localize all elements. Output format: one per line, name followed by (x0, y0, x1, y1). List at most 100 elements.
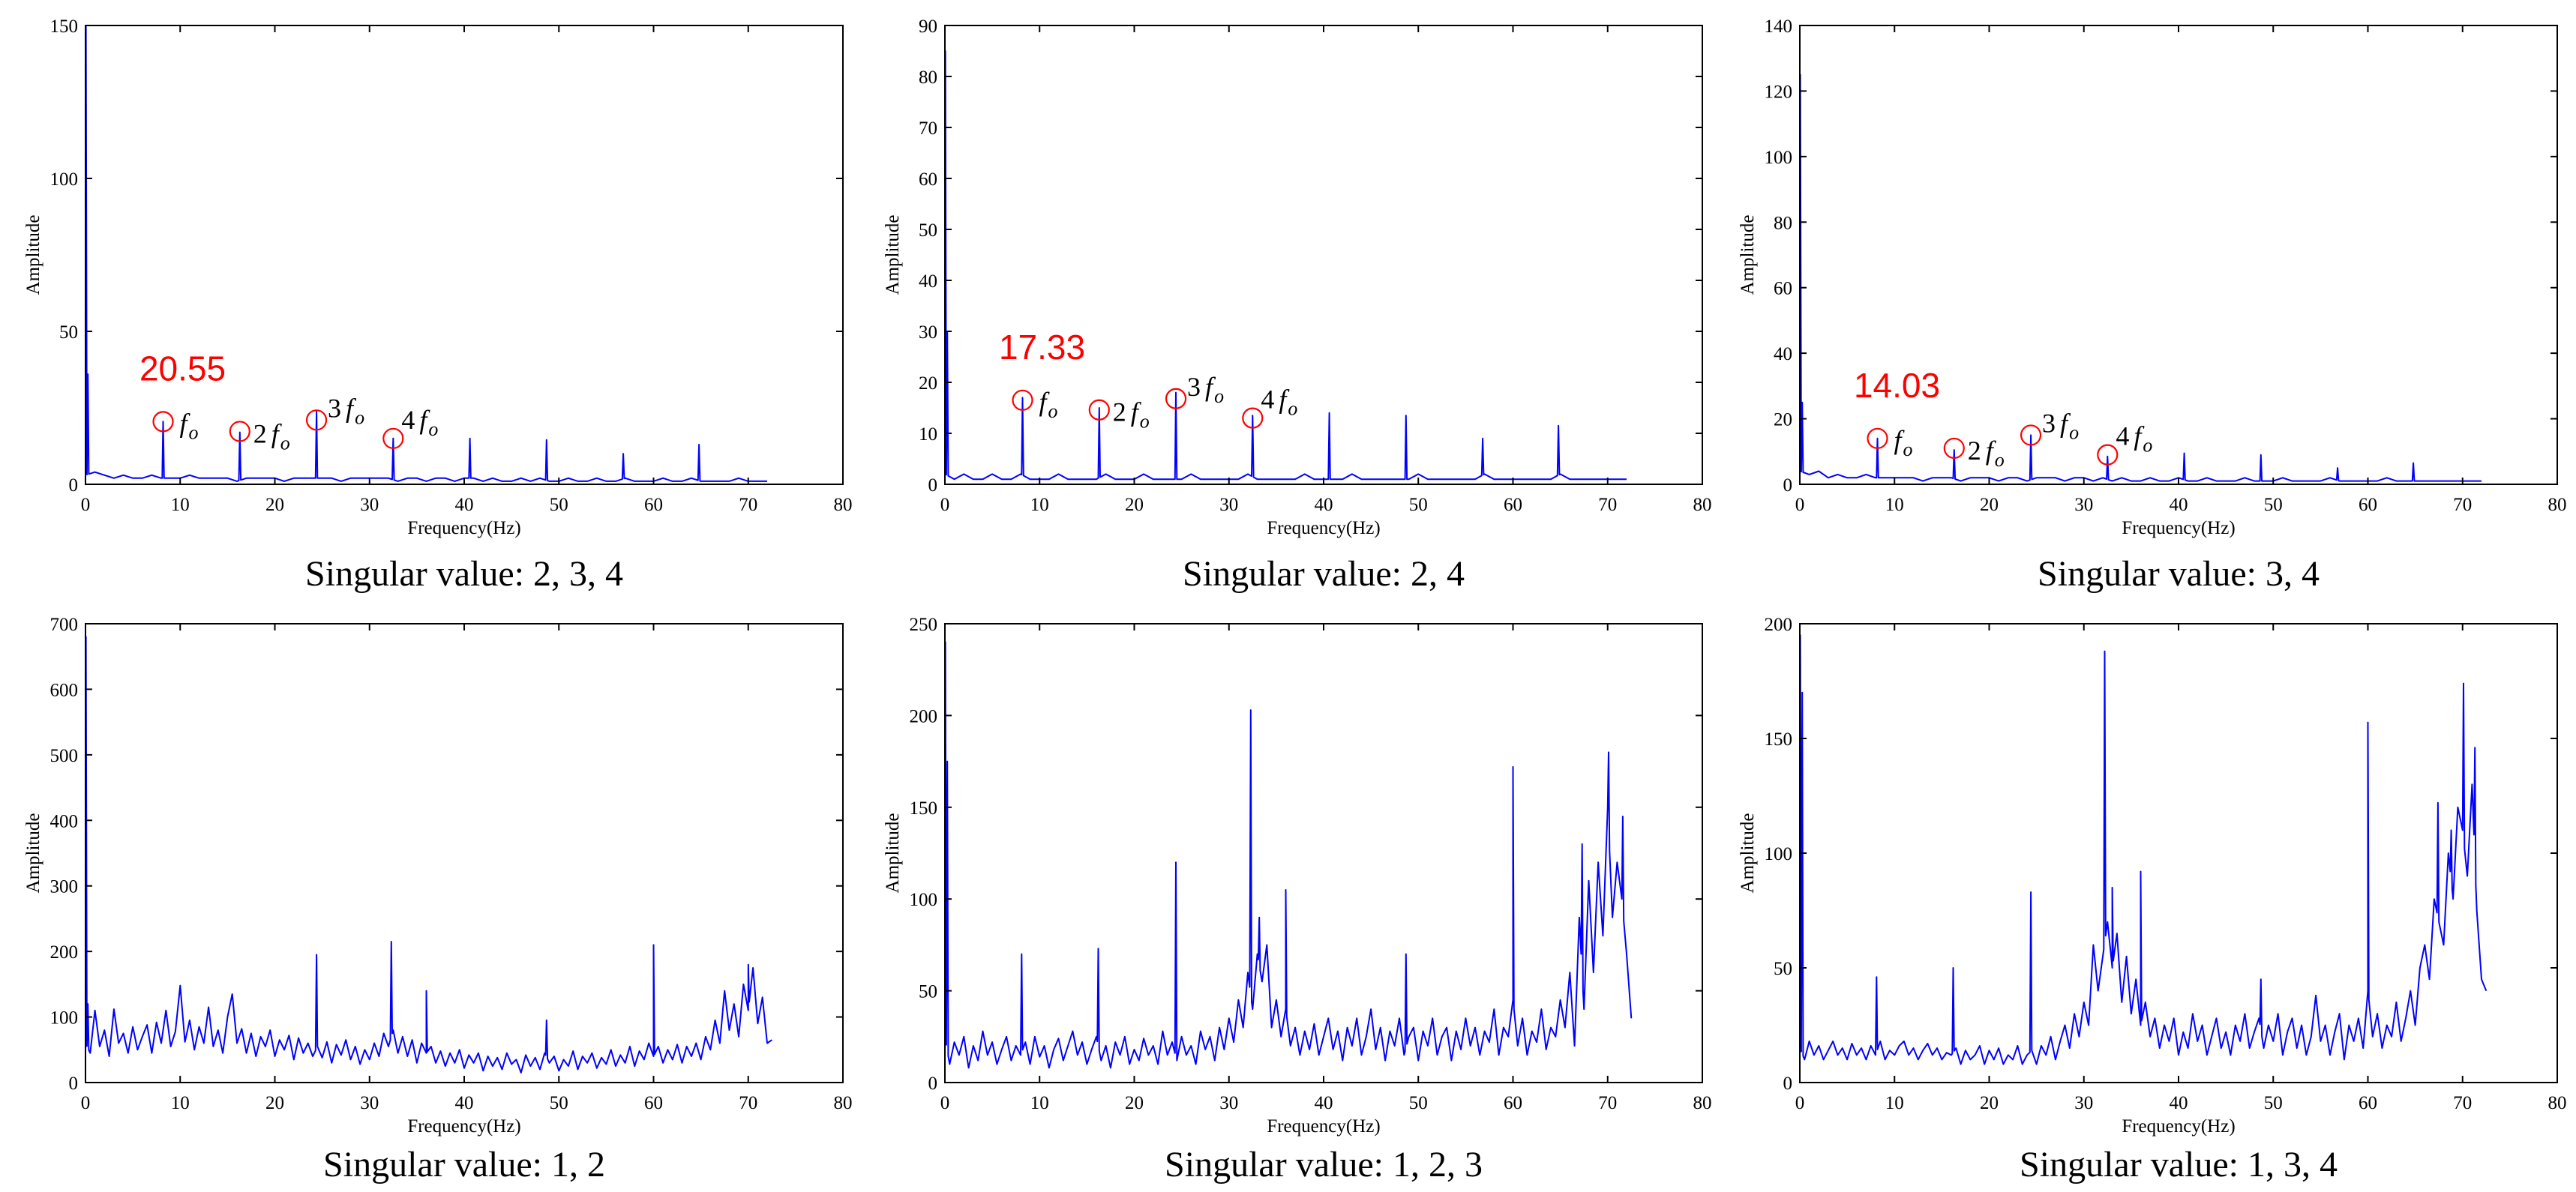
panel-caption: Singular value: 1, 3, 4 (2020, 1145, 2338, 1185)
x-tick-label: 0 (1795, 495, 1805, 515)
x-tick-label: 50 (1409, 1093, 1428, 1113)
x-tick-label: 0 (940, 495, 950, 515)
x-tick-label: 70 (2453, 1093, 2472, 1113)
x-tick-label: 60 (644, 1093, 663, 1113)
y-tick-label: 0 (1783, 1074, 1793, 1094)
y-tick-label: 80 (919, 67, 937, 88)
panel-caption: Singular value: 1, 2, 3 (1165, 1145, 1483, 1185)
harmonic-label: 3 fo (2042, 408, 2079, 443)
x-tick-label: 10 (1885, 1093, 1904, 1113)
x-tick-label: 0 (1795, 1093, 1805, 1113)
chart-panel-1: 0 10 20 30 40 50 60 70 80 0 50 100 150 Frequency(Hz) A… (23, 16, 853, 538)
x-tick-label: 30 (1219, 495, 1238, 515)
harmonic-subscript: o (355, 406, 364, 428)
harmonic-marker (2097, 444, 2119, 466)
x-tick-label: 60 (2359, 495, 2377, 515)
y-tick-label: 90 (919, 16, 937, 37)
y-tick-label: 50 (919, 982, 937, 1002)
harmonic-coefficient: 3 (328, 393, 341, 423)
y-tick-label: 20 (919, 373, 937, 394)
x-tick-label: 30 (2074, 495, 2093, 515)
harmonic-coefficient: 2 (1113, 397, 1126, 427)
harmonic-marker (229, 421, 250, 442)
harmonic-marker (1165, 388, 1187, 409)
harmonic-subscript: o (1903, 439, 1913, 460)
x-tick-label: 70 (2453, 495, 2472, 515)
y-tick-label: 150 (1765, 729, 1793, 750)
x-axis-label: Frequency(Hz) (1267, 518, 1380, 538)
x-tick-label: 80 (2548, 1093, 2567, 1113)
plot-area (1800, 25, 2557, 484)
harmonic-subscript: o (1140, 411, 1150, 433)
y-tick-label: 140 (1765, 16, 1793, 37)
x-tick-label: 80 (834, 495, 853, 515)
x-tick-label: 80 (1693, 495, 1712, 515)
harmonic-coefficient: 2 (1968, 436, 1981, 466)
y-tick-label: 200 (50, 942, 79, 963)
y-tick-label: 70 (919, 118, 937, 139)
harmonic-marker (1012, 389, 1033, 411)
x-tick-label: 70 (1598, 1093, 1617, 1113)
y-tick-label: 100 (1765, 148, 1793, 168)
harmonic-subscript: o (1048, 400, 1058, 422)
plot-area (1800, 624, 2557, 1083)
y-tick-label: 60 (919, 169, 937, 190)
y-tick-label: 40 (1774, 344, 1792, 364)
x-tick-label: 50 (550, 495, 568, 515)
y-axis-label: Amplitude (883, 215, 903, 295)
chart-panel-5: 0 10 20 30 40 50 60 70 80 0 50 100 150 200 250 Frequenc… (883, 615, 1712, 1137)
harmonic-subscript: o (1288, 398, 1297, 420)
y-axis-label: Amplitude (23, 215, 43, 295)
x-tick-label: 40 (2170, 1093, 2188, 1113)
x-tick-label: 40 (455, 1093, 474, 1113)
y-tick-label: 200 (1765, 615, 1793, 635)
harmonic-subscript: o (189, 421, 199, 443)
harmonic-marker (1242, 407, 1264, 429)
x-tick-label: 50 (2264, 495, 2283, 515)
y-tick-label: 250 (910, 615, 938, 635)
x-tick-label: 20 (1980, 495, 1999, 515)
chart-panel-2: 0 10 20 30 40 50 60 70 80 0 10 20 30 40 50 60 70 80 90 Freq… (883, 16, 1712, 538)
plot-area (85, 624, 843, 1083)
y-axis-label: Amplitude (1738, 215, 1758, 295)
y-tick-label: 80 (1774, 213, 1792, 233)
x-axis-label: Frequency(Hz) (1267, 1116, 1380, 1137)
x-tick-label: 60 (1504, 495, 1522, 515)
y-tick-label: 30 (919, 322, 937, 343)
y-tick-label: 120 (1765, 82, 1793, 102)
x-tick-label: 40 (455, 495, 474, 515)
y-tick-label: 10 (919, 424, 937, 445)
spectrum-line (85, 636, 772, 1074)
y-tick-label: 0 (1783, 475, 1793, 496)
x-tick-label: 40 (2170, 495, 2188, 515)
spectrum-line (945, 50, 1627, 481)
peak-value-label: 14.03 (1854, 366, 1940, 405)
x-tick-label: 0 (940, 1093, 950, 1113)
x-axis-label: Frequency(Hz) (2122, 518, 2235, 538)
y-tick-label: 100 (50, 169, 79, 190)
x-tick-label: 0 (81, 1093, 91, 1113)
y-tick-label: 200 (910, 706, 938, 726)
x-tick-label: 80 (2548, 495, 2567, 515)
y-tick-label: 400 (50, 811, 79, 831)
x-tick-label: 20 (1125, 495, 1144, 515)
y-tick-label: 20 (1774, 410, 1792, 430)
y-tick-label: 40 (919, 271, 937, 292)
y-tick-label: 0 (928, 1074, 938, 1094)
x-tick-label: 40 (1315, 1093, 1333, 1113)
harmonic-marker (382, 427, 404, 449)
spectrum-line (945, 641, 1633, 1069)
y-tick-label: 100 (1765, 844, 1793, 864)
harmonic-coefficient: 3 (1187, 372, 1201, 402)
x-tick-label: 70 (1598, 495, 1617, 515)
x-tick-label: 60 (644, 495, 663, 515)
peak-value-label: 17.33 (999, 328, 1085, 367)
x-tick-label: 30 (360, 1093, 379, 1113)
x-tick-label: 30 (1219, 1093, 1238, 1113)
harmonic-subscript: o (1995, 449, 2005, 471)
x-tick-label: 50 (1409, 495, 1428, 515)
y-tick-label: 50 (919, 220, 937, 241)
x-tick-label: 70 (739, 495, 757, 515)
x-tick-label: 10 (1030, 495, 1049, 515)
harmonic-marker (152, 411, 174, 433)
